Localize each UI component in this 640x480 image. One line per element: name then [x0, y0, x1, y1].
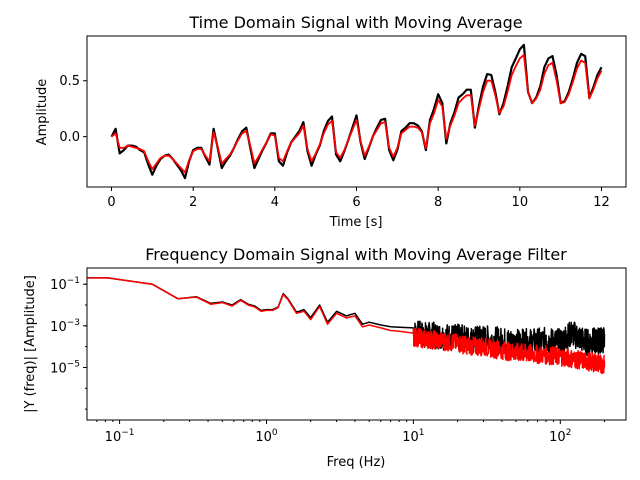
freq-plot-area	[87, 277, 606, 375]
freq-series-1-line	[87, 277, 606, 375]
time-x-axis-label: Time [s]	[329, 215, 383, 230]
freq-x-tick-label: 101	[402, 428, 424, 445]
time-x-tick-label: 6	[352, 195, 360, 210]
time-plot-frame	[86, 35, 627, 188]
time-x-tick-label: 4	[271, 195, 279, 210]
freq-x-axis-label: Freq (Hz)	[327, 455, 386, 470]
time-y-axis-label: Amplitude	[35, 79, 50, 146]
freq-x-tick-label: 102	[549, 428, 571, 445]
freq-y-tick-label: 10−5	[50, 359, 80, 376]
freq-y-axis-label: |Y (freq)| [Amplitude]	[23, 275, 38, 413]
time-chart-title: Time Domain Signal with Moving Average	[188, 13, 522, 32]
time-y-tick-label: 0.0	[59, 130, 80, 145]
time-series-1-line	[110, 54, 603, 174]
time-series-0-line	[110, 43, 603, 180]
time-x-tick-label: 8	[434, 195, 442, 210]
time-x-tick-label: 0	[107, 195, 115, 210]
time-y-tick-label: 0.5	[59, 74, 80, 89]
time-y-ticks: 0.0 0.5	[59, 74, 87, 145]
time-x-tick-label: 2	[189, 195, 197, 210]
freq-y-tick-label: 10−1	[50, 276, 80, 293]
time-x-tick-label: 10	[512, 195, 529, 210]
freq-plot-frame	[86, 267, 627, 421]
freq-y-ticks: 10−5 10−3 10−1	[50, 276, 87, 410]
frequency-domain-chart: Frequency Domain Signal with Moving Aver…	[23, 245, 627, 470]
freq-x-tick-label: 100	[255, 428, 278, 445]
time-x-tick-label: 12	[593, 195, 610, 210]
freq-x-ticks: 10−1 100 101 102	[96, 420, 606, 445]
time-domain-chart: Time Domain Signal with Moving Average 0…	[35, 13, 627, 230]
freq-series-0-line	[87, 277, 606, 357]
freq-chart-title: Frequency Domain Signal with Moving Aver…	[145, 245, 567, 264]
time-x-ticks: 0 2 4 6 8 10 12	[107, 187, 610, 210]
time-plot-area	[110, 43, 603, 180]
freq-x-tick-label: 10−1	[105, 428, 135, 445]
freq-y-tick-label: 10−3	[50, 318, 80, 335]
